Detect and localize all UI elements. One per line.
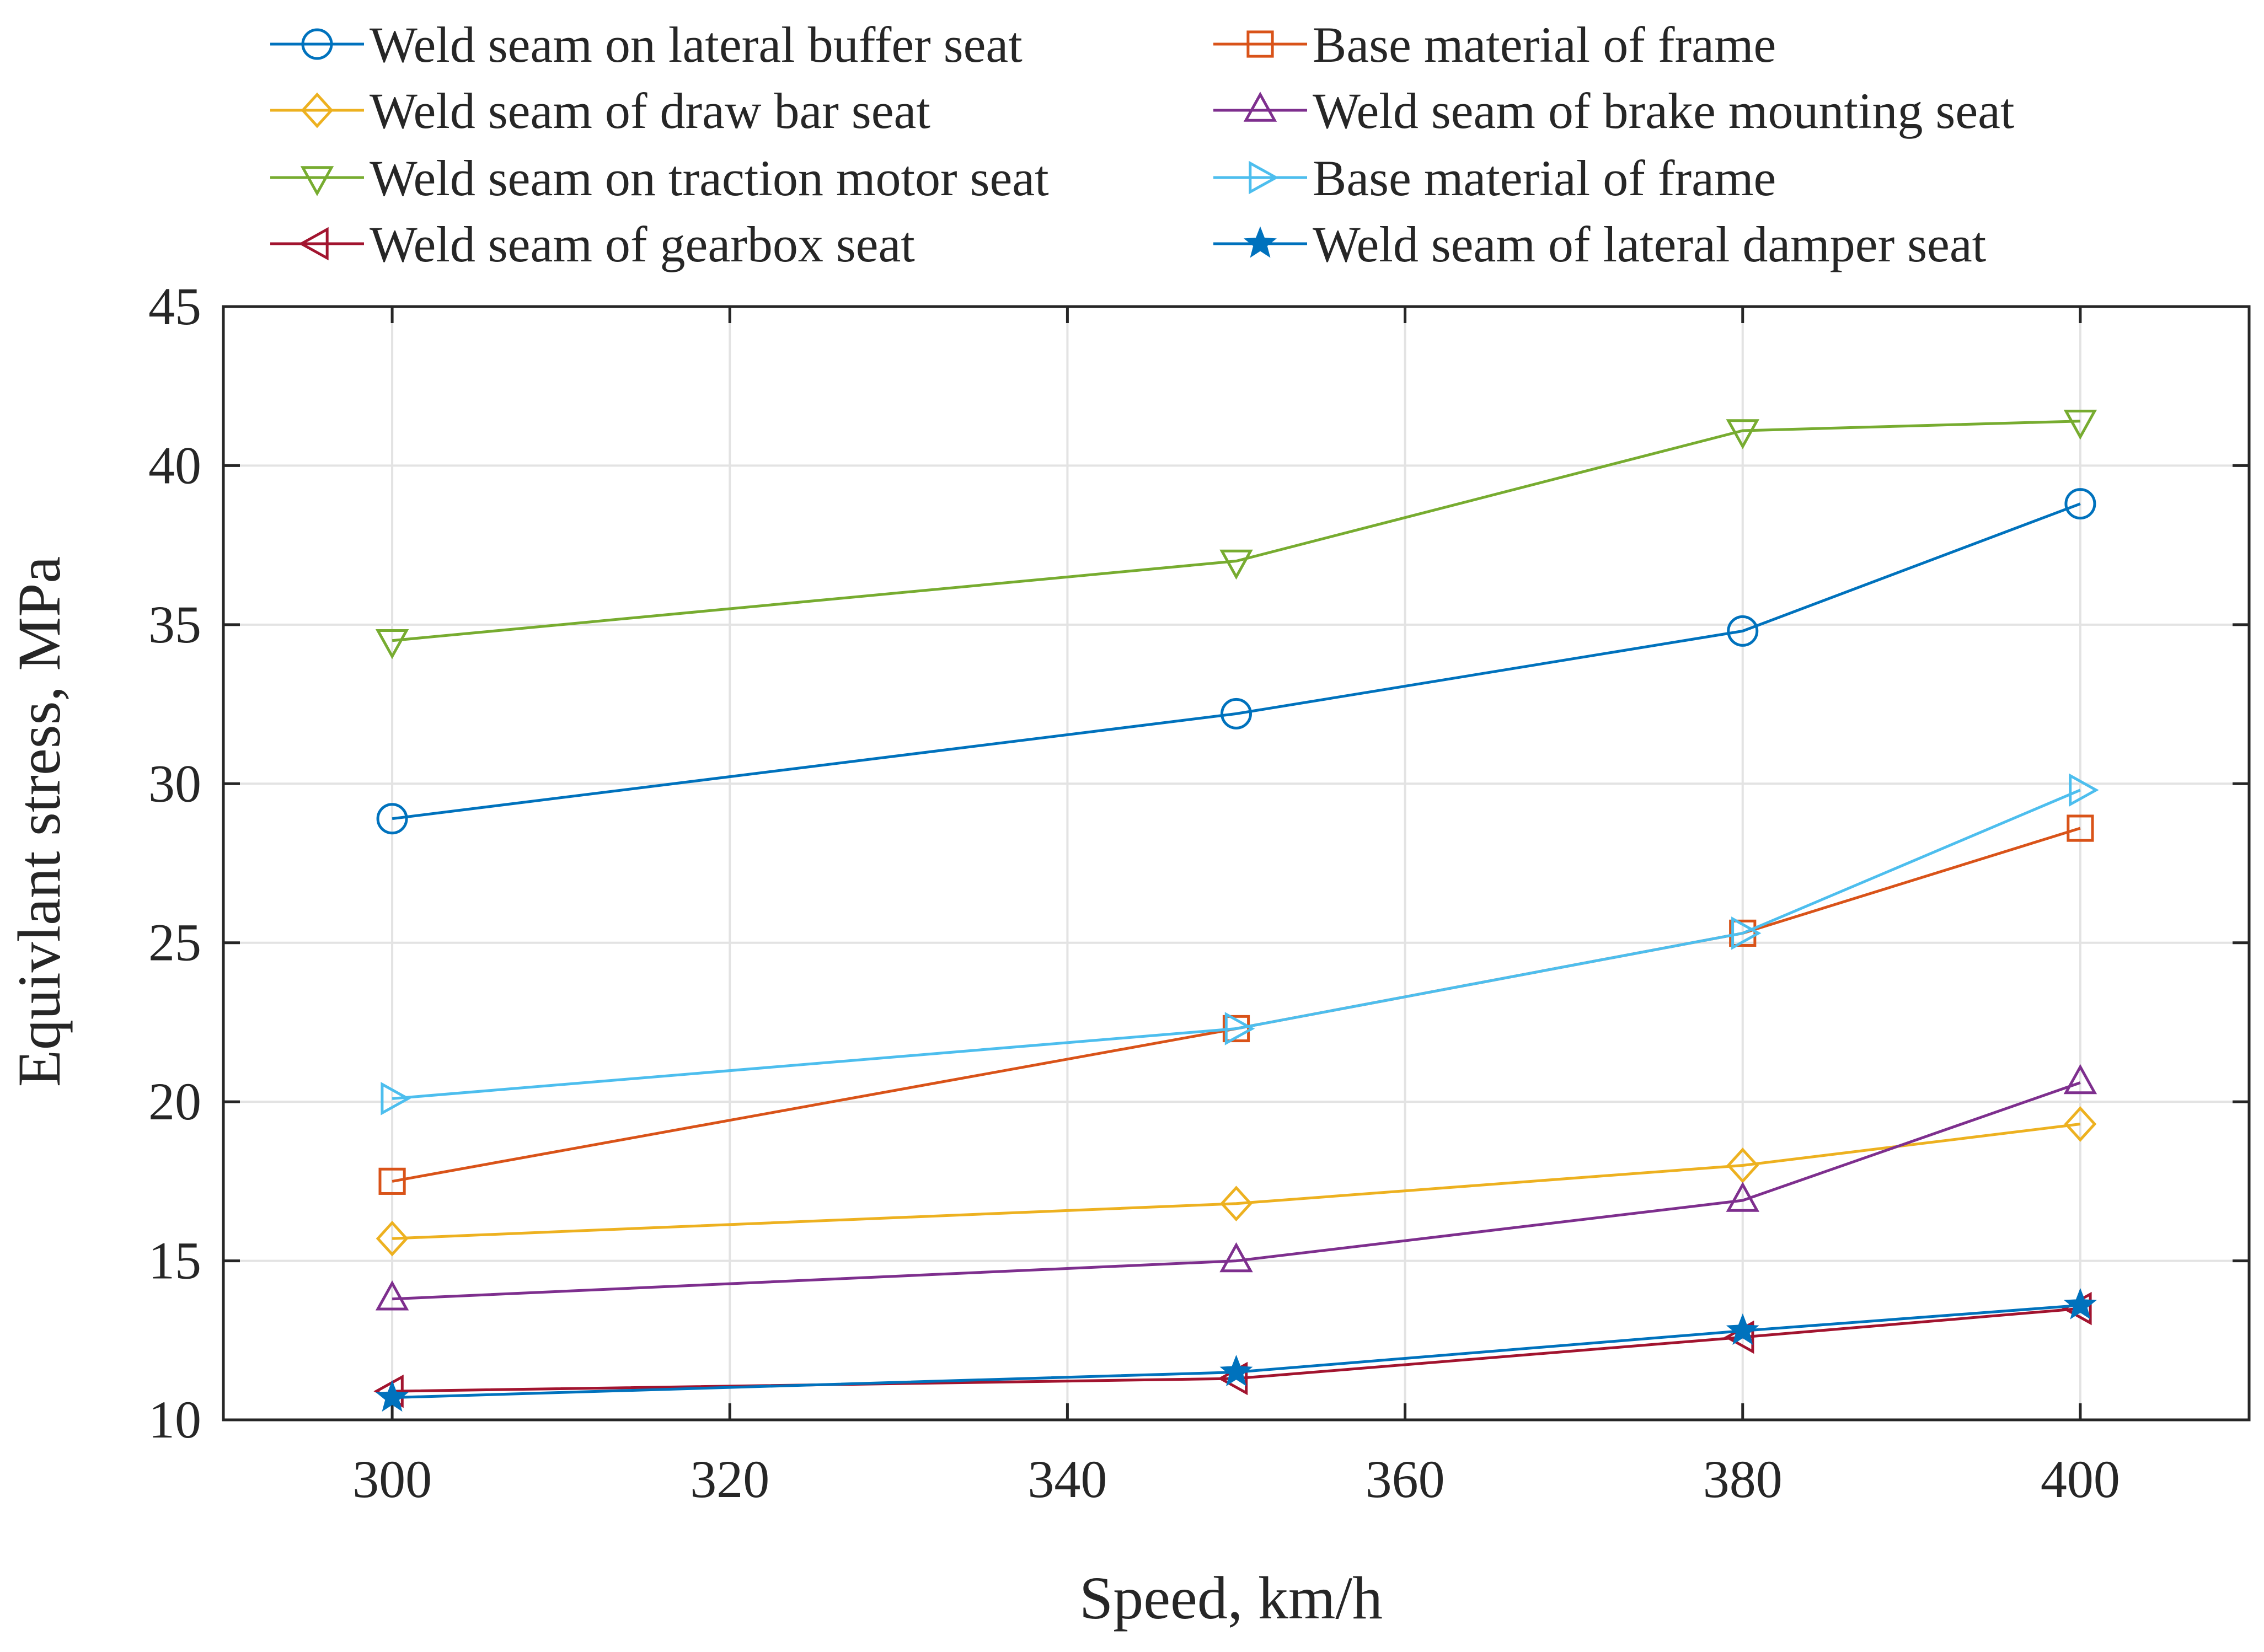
data-point [375,1280,409,1311]
legend-label: Weld seam on lateral buffer seat [370,17,1023,73]
legend-item: Weld seam on traction motor seat [270,150,1049,206]
y-tick-label: 40 [148,436,201,495]
x-tick-label: 300 [352,1450,432,1509]
data-point [1221,698,1252,730]
data-point [2067,814,2094,842]
series-lines [373,410,2099,1412]
data-point [2063,410,2097,440]
x-axis-label: Speed, km/h [1079,1564,1383,1632]
legend-label: Base material of frame [1313,17,1776,73]
y-axis-label: Equivlant stress, MPa [6,556,73,1087]
data-point [1219,1355,1253,1386]
legend-item: Weld seam of brake mounting seat [1213,83,2015,139]
data-point [1731,916,1762,950]
legend-label: Base material of frame [1313,150,1776,206]
legend-label: Weld seam of brake mounting seat [1313,83,2015,139]
legend-marker [300,166,334,196]
series-line [392,502,2081,820]
data-point [1220,1186,1253,1222]
legend-item: Weld seam of draw bar seat [270,83,930,139]
series-8 [376,1288,2097,1412]
series-line [392,420,2080,642]
y-tick-label: 35 [148,595,201,654]
data-point [1729,919,1757,947]
y-tick-label: 30 [148,754,201,813]
x-tick-label: 380 [1703,1450,1783,1509]
data-point [381,1082,411,1115]
data-point [1726,1147,1759,1183]
x-tick-label: 320 [690,1450,769,1509]
x-tick-label: 340 [1027,1450,1107,1509]
series-line [392,1081,2081,1301]
data-point [1219,1242,1253,1273]
data-point [1726,419,1760,449]
data-point [1224,1012,1255,1045]
legend-label: Weld seam of gearbox seat [370,216,915,272]
series-3 [376,1106,2097,1257]
x-tick-label: 360 [1366,1450,1445,1509]
data-point [376,1220,409,1257]
y-tick-label: 20 [148,1072,201,1131]
legend-marker [301,92,334,128]
y-tick-label: 10 [148,1390,201,1449]
legend-marker [298,227,329,261]
data-point [1727,615,1759,647]
data-point [376,803,408,835]
legend-label: Weld seam of lateral damper seat [1313,216,1987,272]
series-line [392,1123,2081,1240]
legend: Weld seam on lateral buffer seat Base mat… [270,17,2015,272]
series-6 [381,773,2099,1115]
data-point [375,629,409,659]
legend-item: Weld seam on lateral buffer seat [270,17,1023,73]
legend-marker [1244,226,1277,258]
data-point [2064,1288,2097,1320]
series-4 [375,1064,2097,1311]
legend-item: Base material of frame [1213,150,1776,206]
series-line [392,1304,2081,1399]
data-point [1219,549,1253,580]
data-point [2069,773,2099,807]
x-tick-label: 400 [2041,1450,2120,1509]
data-point [1726,1313,1759,1345]
legend-marker [301,28,333,60]
y-tick-label: 45 [148,277,201,336]
legend-item: Weld seam of gearbox seat [270,216,915,272]
legend-item: Base material of frame [1213,17,1776,73]
y-tick-label: 15 [148,1231,201,1290]
legend-marker [1249,160,1279,195]
data-point [2064,1106,2097,1142]
plot-area-frame [222,305,2251,1422]
legend-label: Weld seam on traction motor seat [370,150,1049,206]
series-1 [376,488,2096,835]
series-5 [375,410,2097,659]
data-point [378,1167,406,1195]
data-point [2063,1064,2097,1095]
data-point [376,1380,409,1412]
axis-ticks: 300 320 340 360 380 400 10 15 20 25 30 35 40 45 [148,277,2249,1509]
data-point [1726,1182,1760,1212]
legend-marker [1243,92,1277,122]
series-line [392,789,2081,1100]
legend-label: Weld seam of draw bar seat [370,83,930,139]
legend-marker [1246,30,1274,58]
legend-item: Weld seam of lateral damper seat [1213,216,1987,272]
y-tick-label: 25 [148,913,201,972]
data-point [2064,488,2096,520]
